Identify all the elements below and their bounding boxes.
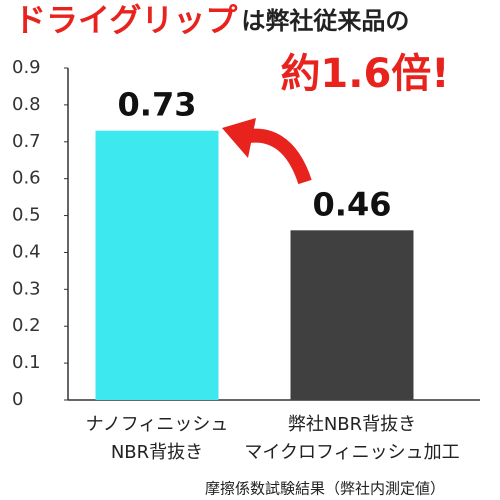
y-tick-label: 0.2 [12,315,41,336]
value-label: 0.46 [313,185,392,223]
chart-title: ドライグリップ は弊社従来品の [14,1,409,39]
y-tick-label: 0.9 [12,57,41,78]
y-tick-label: 0.3 [12,278,41,299]
annotation: 約1.6倍! [280,51,449,97]
value-label: 0.73 [118,86,197,124]
x-tick-label: マイクロフィニッシュ加工 [244,442,459,463]
x-tick-label: NBR背抜き [111,442,203,463]
title-rest: は弊社従来品の [241,7,409,35]
y-tick-label: 0.5 [12,205,41,226]
y-tick-label: 0.1 [12,352,41,373]
x-tick-label: ナノフィニッシュ [86,414,229,435]
bar [290,230,414,400]
y-tick-label: 0 [12,389,23,410]
y-tick-label: 0.6 [12,168,41,189]
title-highlight: ドライグリップ [14,1,238,39]
note: 摩擦係数試験結果（弊社内測定値） [205,480,445,498]
y-tick-label: 0.8 [12,94,41,115]
y-tick-label: 0.4 [12,241,41,262]
arrow-head [222,118,256,158]
y-tick-label: 0.7 [12,131,41,152]
x-tick-label: 弊社NBR背抜き [288,414,416,435]
bar [95,130,219,400]
